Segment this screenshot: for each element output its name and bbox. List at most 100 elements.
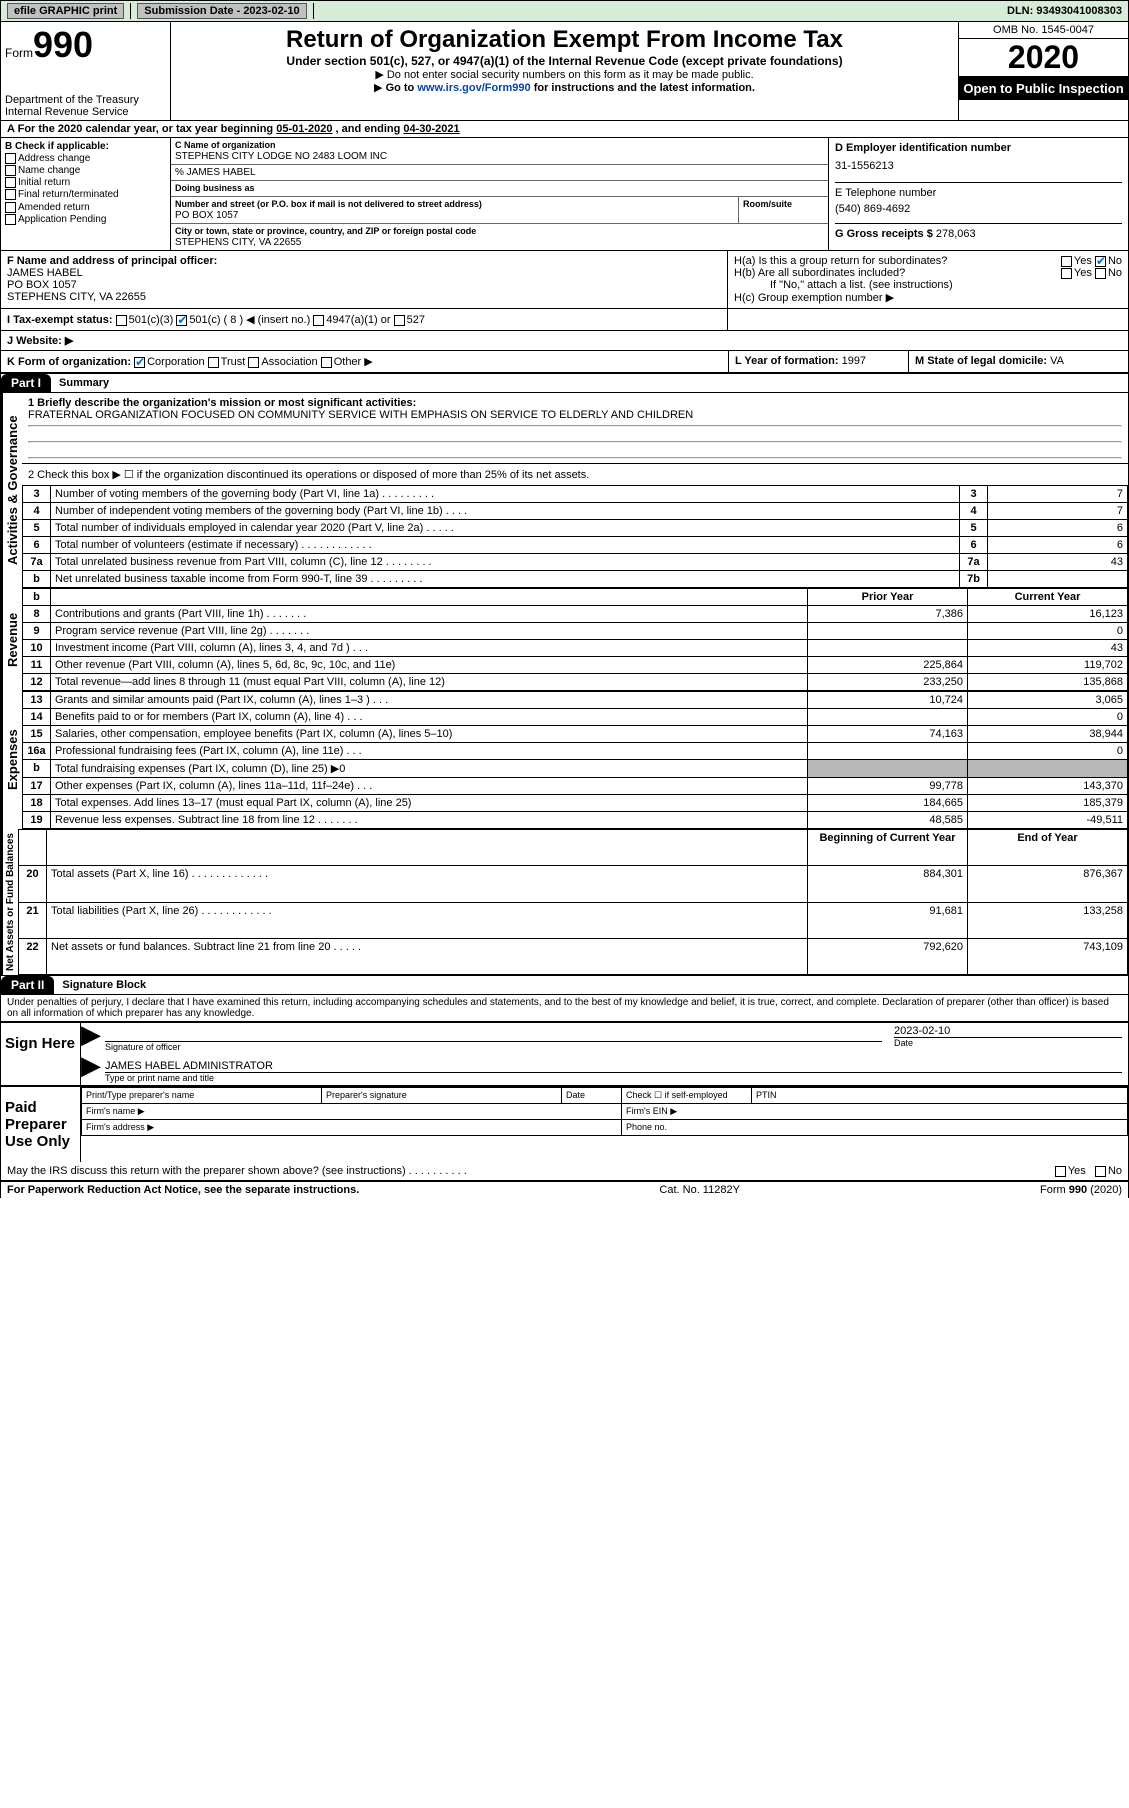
- k-assoc[interactable]: [248, 357, 259, 368]
- city: STEPHENS CITY, VA 22655: [175, 237, 301, 248]
- officer-city: STEPHENS CITY, VA 22655: [7, 291, 146, 303]
- form-id-box: Form990 Department of the Treasury Inter…: [1, 22, 171, 120]
- submission-button[interactable]: Submission Date - 2023-02-10: [137, 3, 306, 19]
- ha-no[interactable]: [1095, 256, 1106, 267]
- k-o3: Association: [261, 356, 317, 368]
- form990-link[interactable]: www.irs.gov/Form990: [417, 82, 530, 94]
- phone-value: (540) 869-4692: [835, 199, 1122, 223]
- checkbox-initial[interactable]: [5, 177, 16, 188]
- may-yes-lbl: Yes: [1068, 1165, 1086, 1177]
- side-activities: Activities & Governance: [1, 393, 22, 588]
- i-527[interactable]: [394, 315, 405, 326]
- k-o2: Trust: [221, 356, 246, 368]
- m-value: VA: [1050, 355, 1064, 367]
- i-501c3[interactable]: [116, 315, 127, 326]
- paid-preparer-block: Paid Preparer Use Only Print/Type prepar…: [1, 1085, 1128, 1162]
- note-goto-post: for instructions and the latest informat…: [531, 82, 755, 94]
- pt-check: Check ☐ if self-employed: [622, 1088, 752, 1104]
- sig-date-label: Date: [894, 1037, 1122, 1048]
- section-c: C Name of organizationSTEPHENS CITY LODG…: [171, 138, 828, 250]
- period-begin: 05-01-2020: [276, 123, 332, 135]
- i-o3: 4947(a)(1) or: [326, 314, 390, 326]
- sig-officer-label: Signature of officer: [105, 1041, 882, 1052]
- tax-year: 2020: [959, 39, 1128, 77]
- part1-title: Summary: [51, 375, 117, 391]
- sign-here-label: Sign Here: [1, 1023, 81, 1085]
- m-label: M State of legal domicile:: [915, 355, 1047, 367]
- k-other[interactable]: [321, 357, 332, 368]
- k-trust[interactable]: [208, 357, 219, 368]
- yes1: Yes: [1074, 255, 1092, 267]
- pt-date: Date: [562, 1088, 622, 1104]
- officer-name: JAMES HABEL: [7, 267, 83, 279]
- tax-status-label: I Tax-exempt status:: [7, 314, 113, 326]
- city-label: City or town, state or province, country…: [175, 226, 476, 236]
- hb-yes[interactable]: [1061, 268, 1072, 279]
- side-revenue: Revenue: [1, 588, 22, 691]
- omb-box: OMB No. 1545-0047 2020 Open to Public In…: [958, 22, 1128, 120]
- firm-name: Firm's name ▶: [82, 1104, 622, 1120]
- checkbox-address[interactable]: [5, 153, 16, 164]
- lbl-initial: Initial return: [18, 177, 70, 188]
- dept-treasury: Department of the Treasury: [5, 94, 166, 106]
- table-net: Beginning of Current YearEnd of Year20To…: [18, 829, 1128, 975]
- lbl-final: Final return/terminated: [18, 190, 119, 201]
- mission-text: FRATERNAL ORGANIZATION FOCUSED ON COMMUN…: [28, 409, 693, 421]
- street: PO BOX 1057: [175, 210, 238, 221]
- lbl-pending: Application Pending: [18, 214, 106, 225]
- form-title: Return of Organization Exempt From Incom…: [175, 26, 954, 54]
- form-body: Form990 Department of the Treasury Inter…: [0, 22, 1129, 1198]
- checkbox-final[interactable]: [5, 189, 16, 200]
- omb-number: OMB No. 1545-0047: [959, 22, 1128, 39]
- form-number: 990: [33, 24, 93, 65]
- org-name: STEPHENS CITY LODGE NO 2483 LOOM INC: [175, 151, 387, 162]
- section-i: I Tax-exempt status: 501(c)(3) 501(c) ( …: [1, 309, 728, 330]
- note-goto-pre: Go to: [386, 82, 418, 94]
- checkbox-name[interactable]: [5, 165, 16, 176]
- ha-yes[interactable]: [1061, 256, 1072, 267]
- period-mid: , and ending: [332, 123, 403, 135]
- paid-preparer-label: Paid Preparer Use Only: [1, 1087, 81, 1162]
- section-j: J Website: ▶: [1, 331, 1128, 351]
- topbar: efile GRAPHIC print Submission Date - 20…: [0, 0, 1129, 22]
- k-o4: Other ▶: [334, 356, 373, 368]
- k-corp[interactable]: [134, 357, 145, 368]
- section-k: K Form of organization: Corporation Trus…: [1, 351, 728, 372]
- c-name-label: C Name of organization: [175, 140, 276, 150]
- footer-mid: Cat. No. 11282Y: [659, 1184, 740, 1196]
- period-pre: For the 2020 calendar year, or tax year …: [18, 123, 277, 135]
- website-label: J Website: ▶: [7, 335, 73, 347]
- form-label: Form: [5, 46, 33, 60]
- firm-phone: Phone no.: [622, 1120, 1128, 1136]
- gross-label: G Gross receipts $: [835, 228, 933, 240]
- phone-label: E Telephone number: [835, 182, 1122, 199]
- dln-label: DLN: 93493041008303: [1001, 3, 1128, 19]
- section-l: L Year of formation: 1997: [728, 351, 908, 372]
- checkbox-amended[interactable]: [5, 202, 16, 213]
- table-activities: 3Number of voting members of the governi…: [22, 485, 1128, 588]
- efile-button[interactable]: efile GRAPHIC print: [7, 3, 124, 19]
- firm-ein: Firm's EIN ▶: [622, 1104, 1128, 1120]
- hc-label: H(c) Group exemption number ▶: [734, 291, 1122, 304]
- no1: No: [1108, 255, 1122, 267]
- hb-no[interactable]: [1095, 268, 1106, 279]
- l-value: 1997: [842, 355, 866, 367]
- checkbox-pending[interactable]: [5, 214, 16, 225]
- l-label: L Year of formation:: [735, 355, 839, 367]
- may-yes[interactable]: [1055, 1166, 1066, 1177]
- no2: No: [1108, 267, 1122, 279]
- dept-irs: Internal Revenue Service: [5, 106, 166, 118]
- i-501c[interactable]: [176, 315, 187, 326]
- section-m: M State of legal domicile: VA: [908, 351, 1128, 372]
- footer: For Paperwork Reduction Act Notice, see …: [1, 1181, 1128, 1198]
- i-o4: 527: [407, 314, 425, 326]
- name-title-label: Type or print name and title: [105, 1072, 1122, 1083]
- dba-label: Doing business as: [175, 183, 255, 193]
- part2-header: Part II: [1, 976, 54, 994]
- i-4947[interactable]: [313, 315, 324, 326]
- period-end: 04-30-2021: [403, 123, 459, 135]
- hb-note: If "No," attach a list. (see instruction…: [734, 279, 1122, 291]
- pt-name: Print/Type preparer's name: [82, 1088, 322, 1104]
- ha-label: H(a) Is this a group return for subordin…: [734, 255, 947, 267]
- may-no[interactable]: [1095, 1166, 1106, 1177]
